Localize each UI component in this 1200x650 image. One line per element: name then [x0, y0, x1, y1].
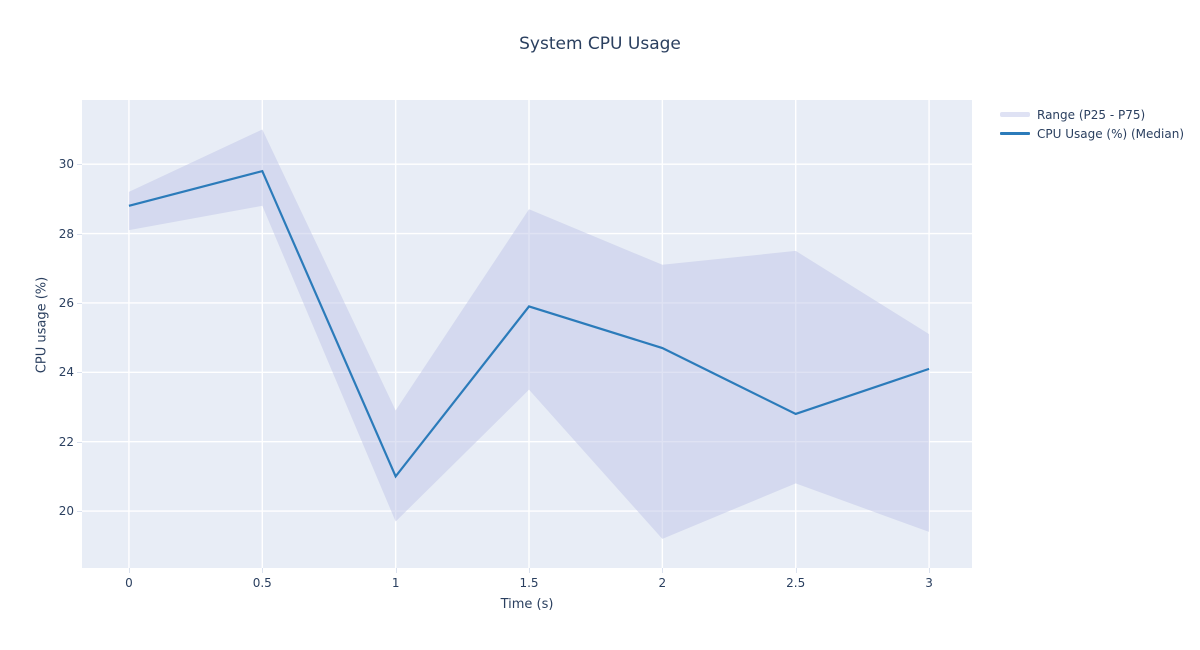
y-axis-title: CPU usage (%): [34, 276, 50, 374]
legend-item-median[interactable]: CPU Usage (%) (Median): [1000, 124, 1184, 143]
y-tick-label: 20: [58, 504, 74, 519]
median-line-swatch: [1000, 132, 1030, 135]
x-tick-mark: [529, 568, 530, 573]
y-tick-label: 26: [58, 295, 74, 310]
y-tick-label: 24: [58, 365, 74, 380]
y-tick-mark: [77, 302, 82, 304]
legend: Range (P25 - P75) CPU Usage (%) (Median): [1000, 105, 1184, 143]
x-tick-mark: [262, 568, 264, 573]
x-axis-title: Time (s): [500, 597, 554, 612]
x-tick-label: 2: [658, 576, 667, 590]
y-tick-mark: [77, 233, 82, 235]
legend-label-range: Range (P25 - P75): [1037, 107, 1146, 122]
plot-area[interactable]: [82, 100, 972, 568]
x-tick-mark: [929, 568, 931, 573]
median-line: [128, 169, 930, 479]
x-tick-label: 0.5: [252, 576, 272, 590]
x-tick-label: 3: [925, 576, 933, 590]
x-tick-label: 0: [125, 576, 133, 590]
x-tick-mark: [128, 568, 130, 573]
chart-title: System CPU Usage: [519, 34, 681, 54]
x-tick-label: 1: [391, 576, 400, 590]
x-tick-label: 2.5: [786, 576, 806, 590]
plot-canvas[interactable]: [82, 100, 972, 568]
y-tick-label: 30: [58, 157, 74, 172]
range-band: [128, 129, 930, 539]
legend-item-range[interactable]: Range (P25 - P75): [1000, 105, 1184, 124]
x-tick-mark: [395, 568, 397, 573]
y-tick-mark: [77, 441, 82, 443]
y-tick-mark: [77, 511, 82, 513]
range-band-swatch: [1000, 112, 1030, 117]
y-tick-label: 28: [58, 226, 74, 241]
y-tick-label: 22: [58, 434, 74, 449]
x-tick-mark: [662, 568, 664, 573]
x-tick-label: 1.5: [519, 576, 539, 590]
y-tick-mark: [77, 164, 82, 166]
x-tick-mark: [795, 568, 797, 573]
y-tick-mark: [77, 372, 82, 374]
legend-label-median: CPU Usage (%) (Median): [1037, 126, 1185, 141]
